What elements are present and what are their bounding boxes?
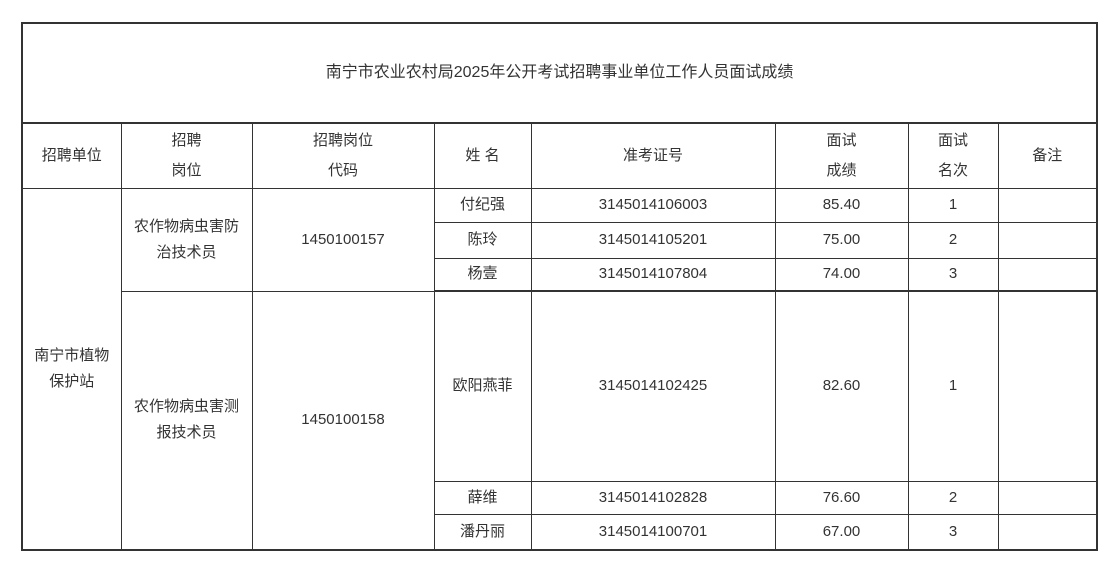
- code-cell: 1450100158: [251, 290, 435, 551]
- score-cell: 74.00: [774, 257, 909, 292]
- table-row: 杨壹 3145014107804 74.00 3: [22, 257, 1098, 292]
- name-cell: 潘丹丽: [433, 513, 532, 551]
- table-row: 潘丹丽 3145014100701 67.00 3: [22, 513, 1098, 551]
- rank-cell: 1: [907, 187, 999, 223]
- name-cell: 陈玲: [433, 221, 532, 259]
- header-score: 面试 成绩: [774, 122, 909, 189]
- header-rank: 面试 名次: [907, 122, 999, 189]
- note-cell: [997, 221, 1098, 259]
- score-table: 南宁市农业农村局2025年公开考试招聘事业单位工作人员面试成绩 招聘单位 招聘 …: [21, 22, 1099, 551]
- ticket-cell: 3145014100701: [530, 513, 776, 551]
- score-cell: 67.00: [774, 513, 909, 551]
- rank-cell: 2: [907, 221, 999, 259]
- table-row: 农作物病虫害测 报技术员 1450100158 欧阳燕菲 31450141024…: [22, 290, 1098, 551]
- note-cell: [997, 187, 1098, 223]
- note-cell: [997, 290, 1098, 482]
- post-cell: 农作物病虫害防 治技术员: [120, 187, 253, 292]
- code-cell: 1450100157: [251, 187, 435, 292]
- name-cell: 付纪强: [433, 187, 532, 223]
- title-row: 南宁市农业农村局2025年公开考试招聘事业单位工作人员面试成绩: [21, 22, 1098, 124]
- ticket-cell: 3145014102828: [530, 480, 776, 515]
- rank-cell: 2: [907, 480, 999, 515]
- header-post: 招聘 岗位: [120, 122, 253, 189]
- note-cell: [997, 480, 1098, 515]
- header-ticket: 准考证号: [530, 122, 776, 189]
- ticket-cell: 3145014102425: [530, 290, 776, 482]
- post-cell: 农作物病虫害测 报技术员: [120, 290, 253, 551]
- ticket-cell: 3145014105201: [530, 221, 776, 259]
- table-row: 薛维 3145014102828 76.60 2: [22, 480, 1098, 515]
- score-cell: 76.60: [774, 480, 909, 515]
- ticket-cell: 3145014107804: [530, 257, 776, 292]
- header-unit: 招聘单位: [21, 122, 122, 189]
- note-cell: [997, 257, 1098, 292]
- score-cell: 85.40: [774, 187, 909, 223]
- rank-cell: 3: [907, 513, 999, 551]
- table-row: 南宁市植物 保护站 农作物病虫害防 治技术员 1450100157 付纪强 31…: [21, 187, 1098, 551]
- score-cell: 82.60: [774, 290, 909, 482]
- page-title: 南宁市农业农村局2025年公开考试招聘事业单位工作人员面试成绩: [21, 22, 1098, 124]
- rank-cell: 3: [907, 257, 999, 292]
- name-cell: 薛维: [433, 480, 532, 515]
- header-note: 备注: [997, 122, 1098, 189]
- score-cell: 75.00: [774, 221, 909, 259]
- note-cell: [997, 513, 1098, 551]
- header-row: 招聘单位 招聘 岗位 招聘岗位 代码 姓 名 准考证号 面试 成绩 面试 名次 …: [21, 122, 1098, 189]
- table-row: 陈玲 3145014105201 75.00 2: [22, 221, 1098, 259]
- header-code: 招聘岗位 代码: [251, 122, 435, 189]
- ticket-cell: 3145014106003: [530, 187, 776, 223]
- header-name: 姓 名: [433, 122, 532, 189]
- name-cell: 欧阳燕菲: [433, 290, 532, 482]
- name-cell: 杨壹: [433, 257, 532, 292]
- rank-cell: 1: [907, 290, 999, 482]
- unit-cell: 南宁市植物 保护站: [21, 187, 122, 551]
